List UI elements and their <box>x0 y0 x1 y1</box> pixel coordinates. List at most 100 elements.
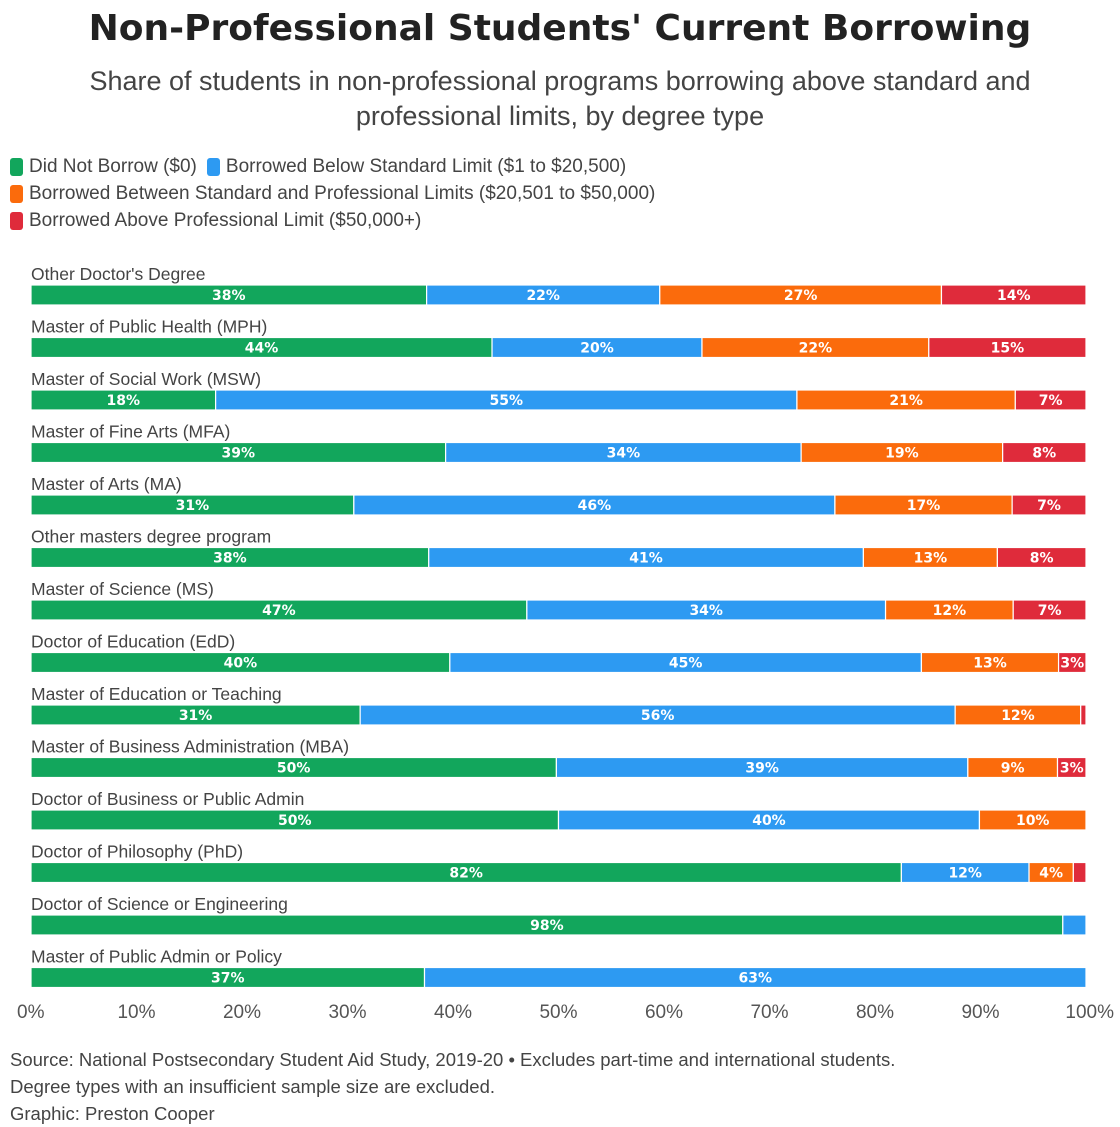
bar-master-of-fine-arts-mfa-series-3 <box>1002 441 1087 464</box>
data-label-master-of-business-administration-mba-series-2: 9% <box>1001 761 1025 777</box>
x-tick-label-3: 30% <box>328 1002 366 1023</box>
data-label-master-of-arts-ma-series-3: 7% <box>1037 498 1061 514</box>
data-label-doctor-of-education-edd-series-1: 45% <box>669 656 703 672</box>
x-tick-label-8: 80% <box>856 1002 894 1023</box>
data-label-master-of-education-or-teaching-series-2: 12% <box>1001 708 1035 724</box>
category-label-master-of-arts-ma: Master of Arts (MA) <box>31 474 182 494</box>
chart-subtitle: Share of students in non-professional pr… <box>89 66 1031 131</box>
data-label-master-of-arts-ma-series-0: 31% <box>176 498 210 514</box>
data-label-master-of-public-admin-or-policy-series-1: 63% <box>738 971 772 987</box>
data-label-master-of-education-or-teaching-series-0: 31% <box>179 708 213 724</box>
chart-title: Non-Professional Students' Current Borro… <box>88 8 1032 49</box>
x-tick-label-6: 60% <box>645 1002 683 1023</box>
legend-item-above-professional: Borrowed Above Professional Limit ($50,0… <box>10 210 421 232</box>
sample-note: Degree types with an insufficient sample… <box>10 1076 496 1097</box>
legend-label-between-limits: Borrowed Between Standard and Profession… <box>29 182 656 204</box>
data-label-other-doctor-s-degree-series-3: 14% <box>997 288 1031 304</box>
data-label-master-of-science-ms-series-3: 7% <box>1038 603 1062 619</box>
bar-master-of-arts-ma-series-3 <box>1011 494 1087 516</box>
data-label-other-doctor-s-degree-series-2: 27% <box>784 288 818 304</box>
source-note: Source: National Postsecondary Student A… <box>10 1049 896 1070</box>
data-label-master-of-public-health-mph-series-2: 22% <box>799 341 833 357</box>
data-label-master-of-public-health-mph-series-3: 15% <box>991 341 1025 357</box>
legend-swatch-between-limits <box>10 184 23 203</box>
category-label-other-masters-degree-program: Other masters degree program <box>31 527 271 547</box>
legend-swatch-below-standard <box>206 157 220 176</box>
data-label-master-of-business-administration-mba-series-0: 50% <box>277 761 311 777</box>
data-label-master-of-science-ms-series-2: 12% <box>933 603 967 619</box>
data-label-doctor-of-business-or-public-admin-series-1: 40% <box>752 813 786 829</box>
footer: Source: National Postsecondary Student A… <box>10 1046 1110 1127</box>
category-label-other-doctor-s-degree: Other Doctor's Degree <box>31 264 206 284</box>
category-label-master-of-public-admin-or-policy: Master of Public Admin or Policy <box>31 947 282 967</box>
data-label-other-masters-degree-program-series-1: 41% <box>629 551 663 567</box>
data-label-other-doctor-s-degree-series-1: 22% <box>526 288 560 304</box>
category-label-master-of-education-or-teaching: Master of Education or Teaching <box>31 684 282 704</box>
bar-doctor-of-business-or-public-admin-series-2 <box>978 809 1087 831</box>
stacked-bar-chart: Other Doctor's Degree 38% 22% 27% 14% Master … <box>17 264 1114 1023</box>
data-label-master-of-social-work-msw-series-2: 21% <box>889 393 923 409</box>
x-tick-label-0: 0% <box>17 1002 45 1023</box>
x-tick-label-9: 90% <box>961 1002 999 1023</box>
legend-swatch-did-not-borrow <box>10 157 23 176</box>
data-label-other-doctor-s-degree-series-0: 38% <box>212 288 246 304</box>
data-label-other-masters-degree-program-series-2: 13% <box>914 551 948 567</box>
data-label-doctor-of-business-or-public-admin-series-0: 50% <box>278 813 312 829</box>
data-label-master-of-fine-arts-mfa-series-3: 8% <box>1032 446 1056 462</box>
data-label-other-masters-degree-program-series-0: 38% <box>213 551 247 567</box>
data-label-master-of-arts-ma-series-1: 46% <box>578 498 612 514</box>
data-label-master-of-social-work-msw-series-3: 7% <box>1039 393 1063 409</box>
category-label-doctor-of-philosophy-phd: Doctor of Philosophy (PhD) <box>31 842 243 862</box>
data-label-doctor-of-philosophy-phd-series-2: 4% <box>1039 866 1063 882</box>
data-label-master-of-public-admin-or-policy-series-0: 37% <box>211 971 245 987</box>
data-label-master-of-social-work-msw-series-1: 55% <box>490 393 524 409</box>
x-tick-label-2: 20% <box>223 1002 261 1023</box>
legend-item-below-standard: Borrowed Below Standard Limit ($1 to $20… <box>206 155 627 178</box>
category-label-doctor-of-science-or-engineering: Doctor of Science or Engineering <box>31 894 288 914</box>
graphic-credit: Graphic: Preston Cooper <box>10 1103 215 1124</box>
data-label-other-masters-degree-program-series-3: 8% <box>1030 551 1054 567</box>
x-tick-label-5: 50% <box>539 1002 577 1023</box>
legend-label-below-standard: Borrowed Below Standard Limit ($1 to $20… <box>225 155 627 177</box>
category-label-master-of-science-ms: Master of Science (MS) <box>31 579 214 599</box>
data-label-doctor-of-philosophy-phd-series-1: 12% <box>948 866 982 882</box>
legend-item-did-not-borrow: Did Not Borrow ($0) <box>10 156 197 178</box>
bar-master-of-social-work-msw-series-3 <box>1014 389 1087 411</box>
category-label-master-of-business-administration-mba: Master of Business Administration (MBA) <box>31 737 349 757</box>
data-label-doctor-of-education-edd-series-2: 13% <box>973 656 1007 672</box>
data-label-doctor-of-business-or-public-admin-series-2: 10% <box>1016 813 1050 829</box>
data-label-doctor-of-science-or-engineering-series-0: 98% <box>530 918 564 934</box>
data-label-master-of-arts-ma-series-2: 17% <box>907 498 941 514</box>
bar-doctor-of-education-edd-series-3 <box>1057 651 1087 674</box>
legend-item-between-limits: Borrowed Between Standard and Profession… <box>10 183 655 205</box>
data-label-master-of-science-ms-series-1: 34% <box>689 603 723 619</box>
x-tick-label-1: 10% <box>117 1002 155 1023</box>
bar-other-doctor-s-degree-series-3 <box>940 284 1087 306</box>
category-label-doctor-of-business-or-public-admin: Doctor of Business or Public Admin <box>31 789 304 809</box>
legend-label-did-not-borrow: Did Not Borrow ($0) <box>29 155 197 177</box>
data-label-master-of-fine-arts-mfa-series-0: 39% <box>222 446 256 462</box>
data-label-master-of-fine-arts-mfa-series-2: 19% <box>885 446 919 462</box>
data-label-master-of-business-administration-mba-series-3: 3% <box>1060 761 1084 777</box>
bar-master-of-education-or-teaching-series-3 <box>1080 704 1087 726</box>
data-label-master-of-education-or-teaching-series-1: 56% <box>641 708 675 724</box>
data-label-master-of-public-health-mph-series-1: 20% <box>580 341 614 357</box>
x-tick-label-10: 100% <box>1065 1002 1114 1023</box>
bar-master-of-public-health-mph-series-3 <box>928 336 1087 359</box>
data-label-doctor-of-education-edd-series-3: 3% <box>1060 656 1084 672</box>
data-label-doctor-of-philosophy-phd-series-0: 82% <box>449 866 483 882</box>
bar-master-of-science-ms-series-3 <box>1012 599 1087 621</box>
bar-master-of-public-admin-or-policy-series-1 <box>423 966 1087 989</box>
category-label-doctor-of-education-edd: Doctor of Education (EdD) <box>31 632 235 652</box>
category-label-master-of-social-work-msw: Master of Social Work (MSW) <box>31 369 261 389</box>
legend-label-above-professional: Borrowed Above Professional Limit ($50,0… <box>29 209 422 231</box>
bar-other-masters-degree-program-series-3 <box>996 546 1087 569</box>
category-label-master-of-public-health-mph: Master of Public Health (MPH) <box>31 317 267 337</box>
legend-swatch-above-professional <box>10 211 23 230</box>
bar-doctor-of-philosophy-phd-series-3 <box>1072 861 1087 884</box>
data-label-master-of-public-health-mph-series-0: 44% <box>245 341 279 357</box>
data-label-master-of-social-work-msw-series-0: 18% <box>107 393 141 409</box>
data-label-doctor-of-education-edd-series-0: 40% <box>224 656 258 672</box>
x-tick-label-7: 70% <box>750 1002 788 1023</box>
category-label-master-of-fine-arts-mfa: Master of Fine Arts (MFA) <box>31 422 230 442</box>
